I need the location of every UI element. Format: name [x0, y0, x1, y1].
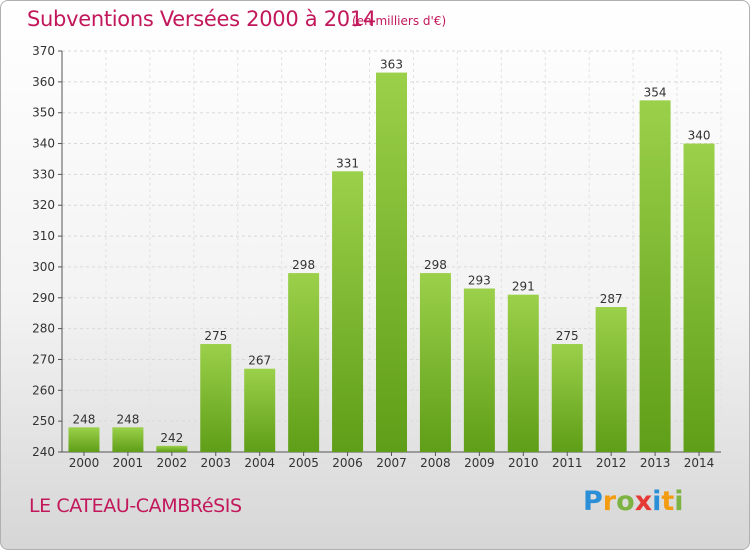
y-tick-label: 350: [32, 106, 55, 120]
bars: [68, 72, 715, 453]
x-tick-label: 2002: [157, 456, 188, 470]
bar-2003: [200, 344, 232, 452]
data-label: 242: [160, 431, 183, 445]
data-label: 248: [73, 412, 96, 426]
x-tick-label: 2001: [113, 456, 144, 470]
y-tick-label: 360: [32, 75, 55, 89]
y-tick-label: 310: [32, 229, 55, 243]
bar-2006: [332, 171, 364, 453]
y-tick-label: 370: [32, 44, 55, 58]
y-tick-label: 330: [32, 167, 55, 181]
bar-2012: [595, 307, 627, 452]
x-tick-label: 2013: [640, 456, 671, 470]
bar-2013: [639, 100, 671, 452]
x-tick-label: 2007: [376, 456, 407, 470]
logo-letter: t: [661, 486, 675, 517]
x-tick-label: 2004: [244, 456, 275, 470]
y-tick-label: 260: [32, 383, 55, 397]
logo-letter: r: [602, 486, 617, 517]
x-tick-label: 2010: [508, 456, 539, 470]
data-label: 291: [512, 280, 535, 294]
logo-letter: o: [616, 486, 635, 517]
bar-2011: [551, 344, 583, 452]
bar-2010: [507, 294, 539, 452]
proxiti-logo: Proxiti: [583, 486, 684, 517]
data-label: 298: [424, 258, 447, 272]
bar-2002: [156, 445, 188, 452]
x-tick-label: 2008: [420, 456, 451, 470]
grid-lines: [61, 50, 722, 453]
data-label: 293: [468, 274, 491, 288]
bar-2001: [112, 427, 144, 452]
y-tick-label: 300: [32, 260, 55, 274]
logo-letter: i: [652, 486, 662, 517]
labels: 240 250 260 270 280 290 300 310 320 330 340 350 360 3…: [32, 44, 714, 470]
data-label: 267: [248, 354, 271, 368]
place-name: LE CATEAU-CAMBRéSIS: [29, 495, 242, 517]
y-tick-label: 340: [32, 137, 55, 151]
data-label: 354: [644, 85, 667, 99]
logo-letter: x: [634, 486, 653, 517]
logo-letter: P: [583, 486, 603, 517]
bar-2008: [419, 273, 451, 452]
x-tick-label: 2005: [288, 456, 319, 470]
data-label: 298: [292, 258, 315, 272]
bar-2007: [376, 72, 407, 452]
data-label: 248: [116, 412, 139, 426]
y-tick-label: 270: [32, 352, 55, 366]
data-label: 331: [336, 156, 359, 170]
y-tick-label: 250: [32, 414, 55, 428]
chart-unit: (en milliers d'€): [352, 14, 447, 28]
y-tick-label: 290: [32, 291, 55, 305]
x-tick-label: 2014: [684, 456, 715, 470]
bar-2000: [68, 427, 100, 452]
x-tick-label: 2011: [552, 456, 583, 470]
x-tick-label: 2003: [200, 456, 231, 470]
chart-title: Subventions Versées 2000 à 2014: [27, 7, 376, 31]
data-label: 363: [380, 58, 403, 72]
x-tick-label: 2012: [596, 456, 627, 470]
x-tick-label: 2000: [69, 456, 100, 470]
logo-letter: i: [674, 486, 684, 517]
data-label: 340: [688, 129, 711, 143]
x-tick-label: 2006: [332, 456, 363, 470]
y-tick-label: 320: [32, 198, 55, 212]
data-label: 287: [600, 292, 623, 306]
x-tick-label: 2009: [464, 456, 495, 470]
bar-2014: [683, 143, 715, 453]
data-label: 275: [556, 329, 579, 343]
data-label: 275: [204, 329, 227, 343]
bar-2005: [288, 273, 320, 452]
bar-2004: [244, 368, 276, 452]
y-tick-label: 240: [32, 445, 55, 459]
y-tick-label: 280: [32, 322, 55, 336]
bar-2009: [463, 288, 495, 452]
